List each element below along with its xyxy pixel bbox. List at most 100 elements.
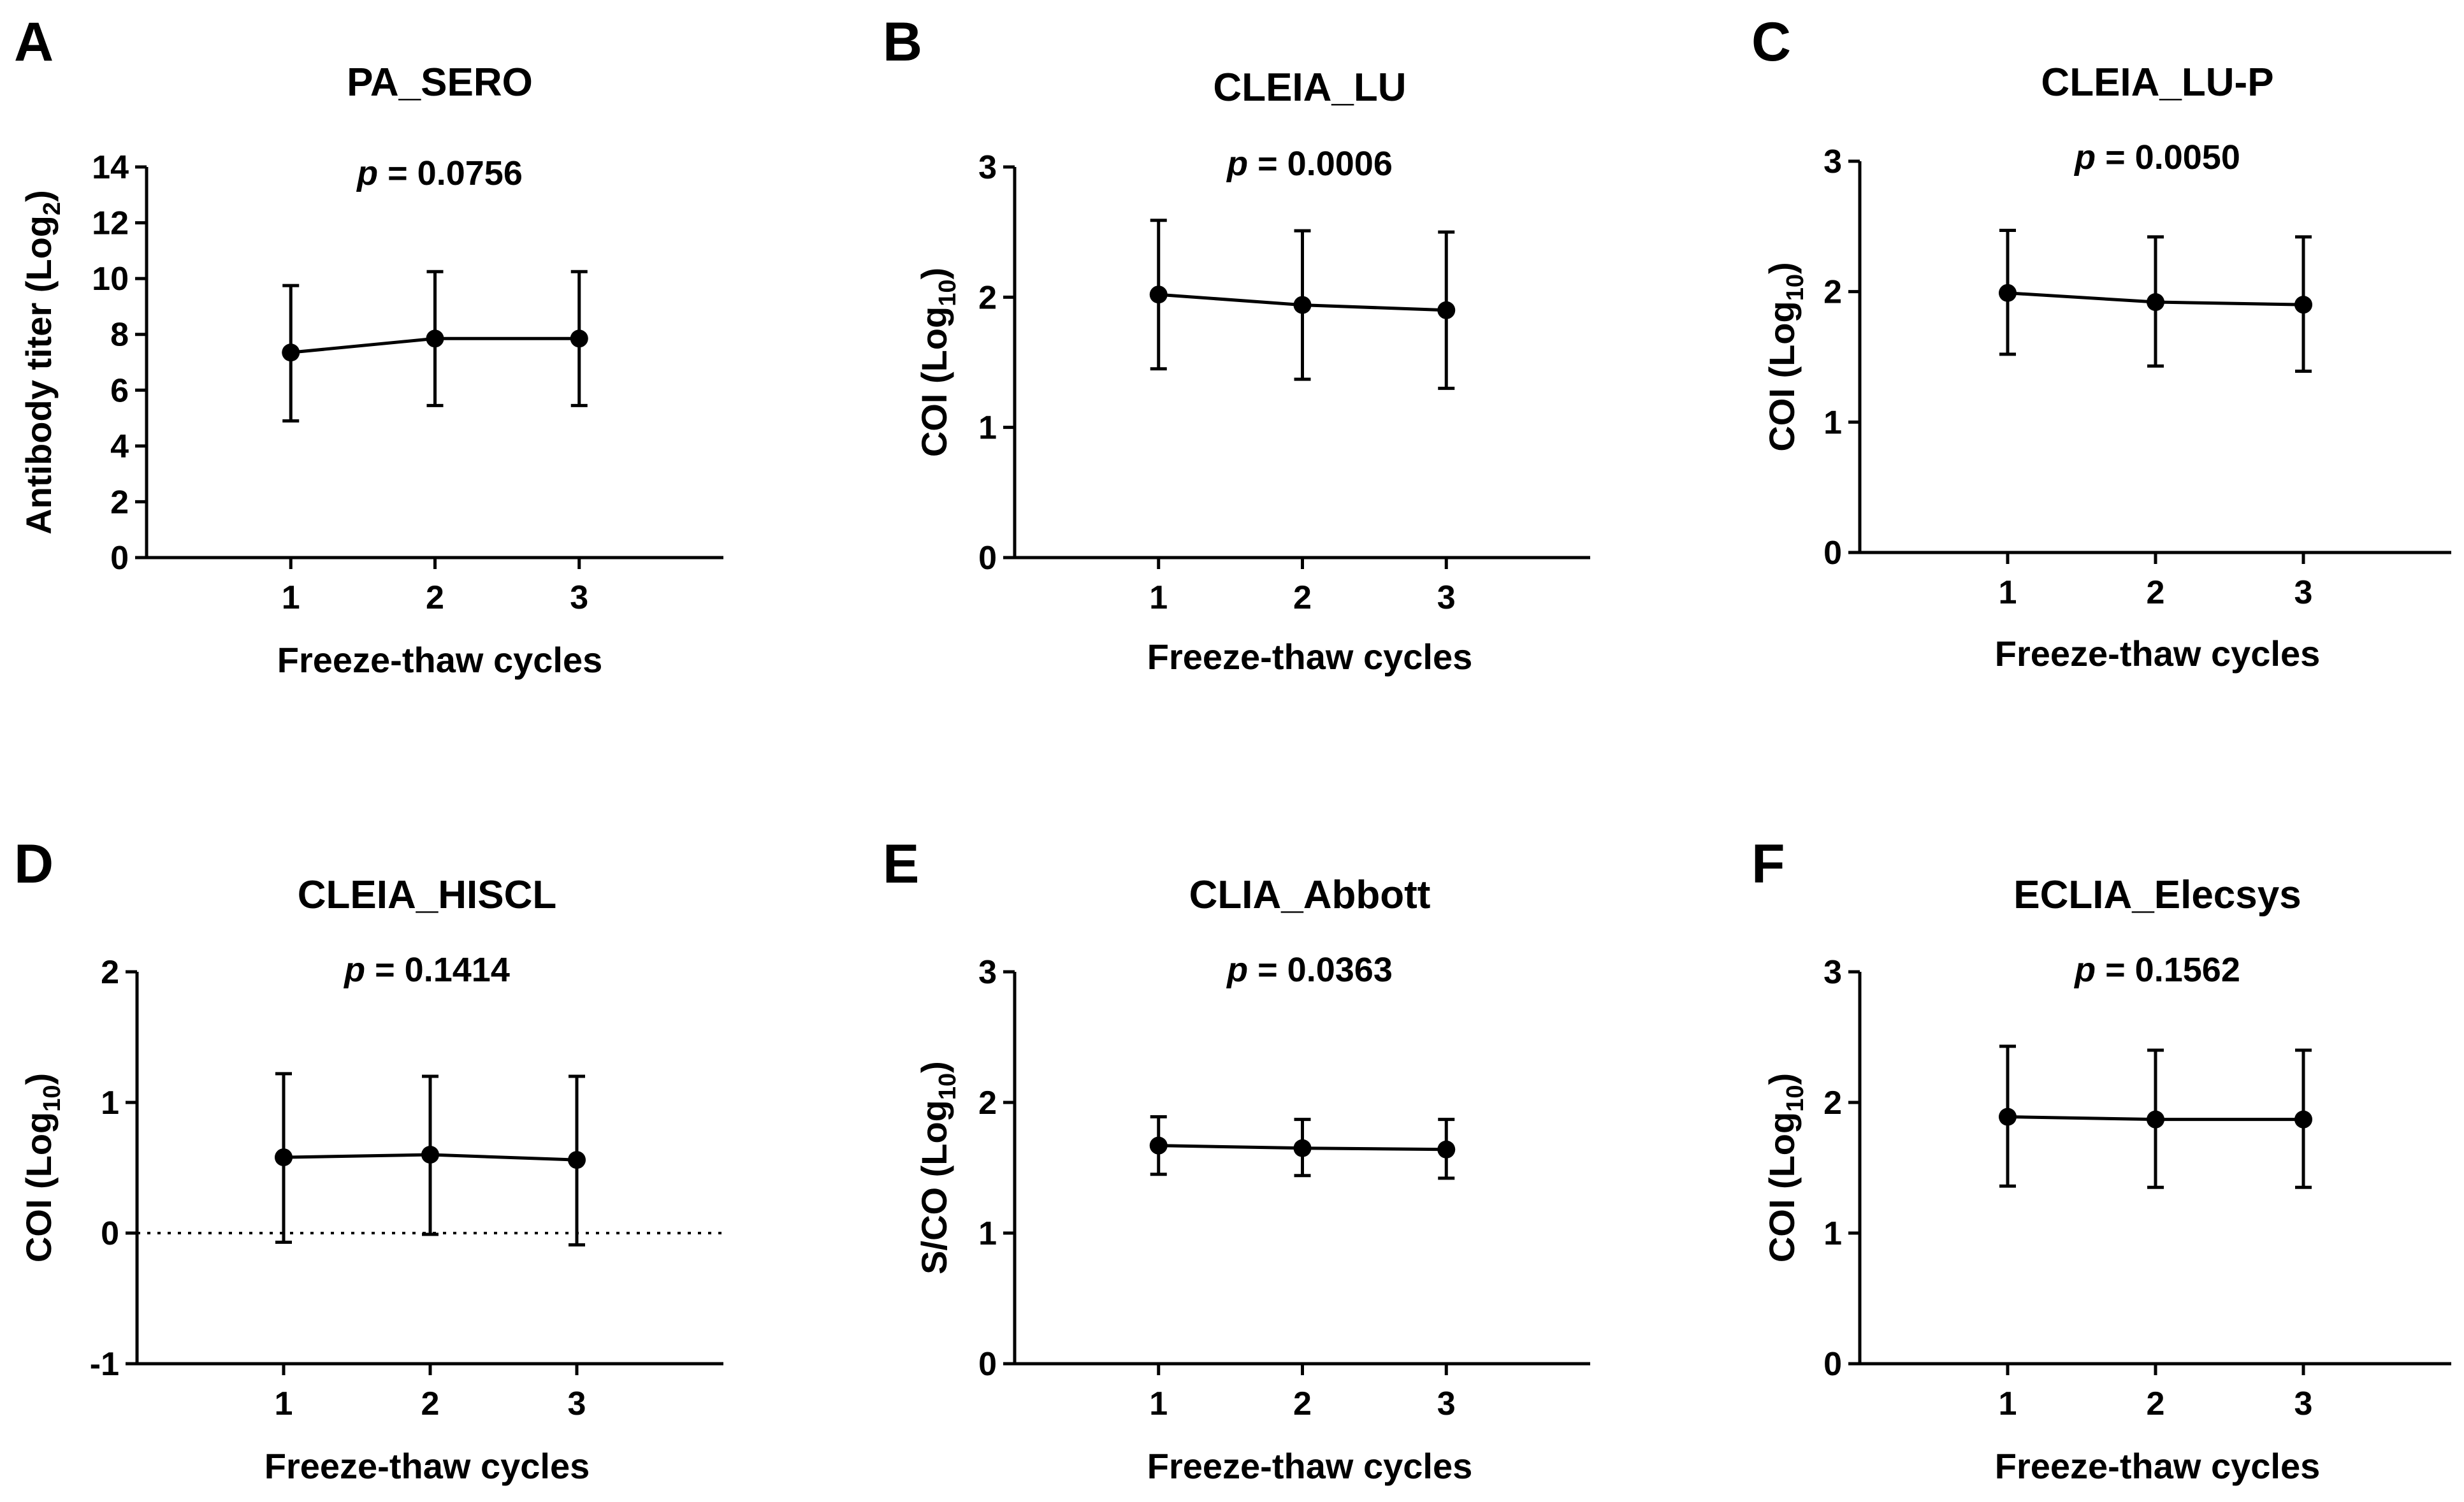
p-value-label: p = 0.0756: [356, 154, 523, 192]
y-tick-label: 0: [978, 540, 997, 577]
y-tick-label: -1: [90, 1346, 119, 1383]
y-tick-label: 8: [110, 317, 129, 354]
chart-title: CLEIA_LU: [1213, 66, 1406, 110]
y-tick-label: 0: [110, 540, 129, 577]
y-axis-label: COI (Log10): [914, 268, 961, 457]
data-point: [426, 329, 444, 348]
x-axis-label: Freeze-thaw cycles: [1995, 633, 2320, 674]
x-tick-label: 3: [2294, 1385, 2313, 1422]
data-point: [275, 1148, 293, 1167]
chart-title: CLEIA_LU-P: [2041, 61, 2273, 105]
x-axis-label: Freeze-thaw cycles: [265, 1446, 590, 1486]
y-tick-label: 14: [92, 149, 129, 186]
x-tick-label: 2: [1293, 1385, 1312, 1422]
x-tick-label: 1: [1999, 574, 2017, 611]
panel-letter: F: [1751, 834, 1785, 895]
x-axis-label: Freeze-thaw cycles: [1147, 1446, 1472, 1486]
y-tick-label: 0: [101, 1215, 119, 1252]
p-value-label: p = 0.0363: [1226, 951, 1393, 989]
data-point: [570, 329, 588, 348]
y-axis-label: COI (Log10): [18, 1073, 66, 1262]
p-value-label: p = 0.1562: [2073, 951, 2240, 989]
y-tick-label: 4: [110, 428, 129, 465]
data-point: [1293, 1139, 1312, 1157]
data-point: [1999, 284, 2017, 302]
y-tick-label: 2: [110, 484, 129, 521]
panel-letter: B: [883, 11, 922, 73]
data-point: [1437, 301, 1456, 319]
x-tick-label: 3: [568, 1385, 586, 1422]
data-point: [2294, 296, 2312, 314]
chart-title: ECLIA_Elecsys: [2013, 873, 2301, 917]
y-axis-label: S/CO (Log10): [914, 1061, 961, 1275]
y-axis-label: COI (Log10): [1762, 1073, 1809, 1262]
x-tick-label: 2: [426, 579, 444, 616]
data-point: [1437, 1140, 1456, 1159]
y-tick-label: 0: [1823, 1346, 1842, 1383]
p-value-label: p = 0.1414: [343, 951, 510, 989]
panel-letter: A: [14, 11, 54, 73]
x-tick-label: 1: [1149, 579, 1168, 616]
panel-c: C CLEIA_LU-Pp = 0.0050 0 1 2 3 1 2 3 Freeze-thaw …: [1751, 11, 2451, 674]
y-tick-label: 3: [1823, 954, 1842, 991]
panel-letter: C: [1751, 11, 1791, 73]
y-tick-label: 0: [1823, 535, 1842, 572]
y-tick-label: 1: [978, 410, 997, 447]
data-point: [1293, 296, 1312, 314]
y-axis-label: Antibody titer (Log2): [18, 190, 66, 535]
y-tick-label: 2: [978, 279, 997, 316]
data-point: [1149, 285, 1168, 304]
y-tick-label: 3: [978, 954, 997, 991]
p-value-label: p = 0.0050: [2073, 138, 2240, 177]
x-tick-label: 2: [2147, 574, 2165, 611]
y-tick-label: 3: [1823, 143, 1842, 180]
y-tick-label: 2: [1823, 274, 1842, 311]
panel-letter: E: [883, 834, 919, 895]
panel-b: B CLEIA_LUp = 0.0006 0 1 2 3 1 2 3 Freeze-thaw cy…: [883, 11, 1590, 677]
data-point: [282, 343, 300, 362]
y-tick-label: 10: [92, 261, 129, 298]
data-point: [1149, 1136, 1168, 1155]
y-tick-label: 1: [1823, 1215, 1842, 1252]
y-tick-label: 2: [101, 954, 119, 991]
chart-title: CLEIA_HISCL: [298, 873, 556, 917]
x-tick-label: 3: [1437, 579, 1456, 616]
y-tick-label: 1: [1823, 404, 1842, 441]
x-tick-label: 3: [2294, 574, 2313, 611]
data-point: [568, 1151, 586, 1169]
data-point: [1999, 1108, 2017, 1126]
data-point: [421, 1146, 439, 1164]
chart-title: PA_SERO: [347, 61, 533, 105]
y-tick-label: 2: [978, 1085, 997, 1122]
x-tick-label: 2: [421, 1385, 440, 1422]
x-tick-label: 3: [570, 579, 588, 616]
data-point: [2294, 1110, 2312, 1129]
data-point: [2147, 293, 2164, 312]
y-tick-label: 0: [978, 1346, 997, 1383]
y-tick-label: 12: [92, 205, 129, 242]
y-axis-label: COI (Log10): [1762, 262, 1809, 451]
p-value-label: p = 0.0006: [1226, 145, 1393, 183]
data-point: [2147, 1110, 2164, 1129]
x-tick-label: 1: [275, 1385, 293, 1422]
panel-letter: D: [14, 834, 54, 895]
x-axis-label: Freeze-thaw cycles: [1147, 637, 1472, 677]
y-tick-label: 1: [101, 1085, 119, 1122]
y-tick-label: 6: [110, 372, 129, 409]
y-tick-label: 1: [978, 1215, 997, 1252]
x-tick-label: 3: [1437, 1385, 1456, 1422]
y-tick-label: 3: [978, 149, 997, 186]
x-axis-label: Freeze-thaw cycles: [277, 640, 602, 680]
x-tick-label: 2: [1293, 579, 1312, 616]
x-tick-label: 1: [282, 579, 300, 616]
x-tick-label: 1: [1149, 1385, 1168, 1422]
y-tick-label: 2: [1823, 1085, 1842, 1122]
chart-title: CLIA_Abbott: [1189, 873, 1431, 917]
x-tick-label: 2: [2147, 1385, 2165, 1422]
x-tick-label: 1: [1999, 1385, 2017, 1422]
